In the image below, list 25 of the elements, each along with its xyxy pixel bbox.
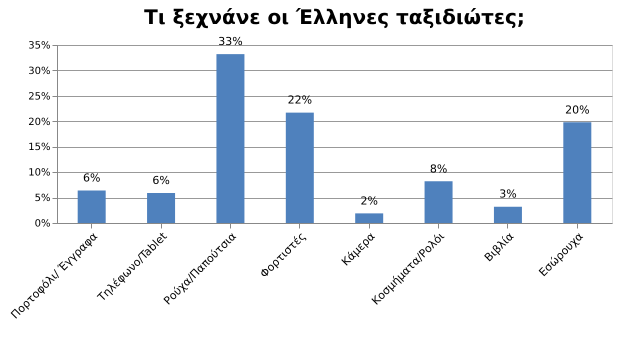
data-label: 6% bbox=[152, 174, 170, 187]
y-tick-label: 25% bbox=[28, 91, 50, 102]
y-tick-label: 30% bbox=[28, 66, 50, 77]
y-tick-label: 10% bbox=[28, 168, 50, 179]
data-label: 33% bbox=[218, 35, 243, 48]
y-tick-label: 20% bbox=[28, 116, 50, 128]
data-label: 20% bbox=[565, 103, 590, 116]
bar bbox=[563, 122, 592, 223]
bar bbox=[494, 206, 522, 223]
y-tick-label: 35% bbox=[28, 40, 50, 52]
bar bbox=[355, 213, 384, 223]
data-label: 8% bbox=[430, 162, 448, 176]
bar bbox=[216, 54, 244, 223]
bar bbox=[78, 190, 106, 223]
bar bbox=[147, 192, 176, 223]
y-tick-label: 0% bbox=[34, 218, 50, 230]
data-label: 2% bbox=[360, 194, 378, 208]
data-label: 6% bbox=[82, 171, 100, 184]
bar bbox=[424, 181, 453, 223]
data-label: 22% bbox=[288, 94, 312, 107]
bar bbox=[286, 112, 314, 223]
y-tick-label: 5% bbox=[34, 193, 50, 204]
chart-title: Τι ξεχνάνε οι Έλληνες ταξιδιώτες; bbox=[144, 5, 525, 30]
data-label: 3% bbox=[499, 188, 517, 201]
y-tick-label: 15% bbox=[28, 142, 50, 154]
